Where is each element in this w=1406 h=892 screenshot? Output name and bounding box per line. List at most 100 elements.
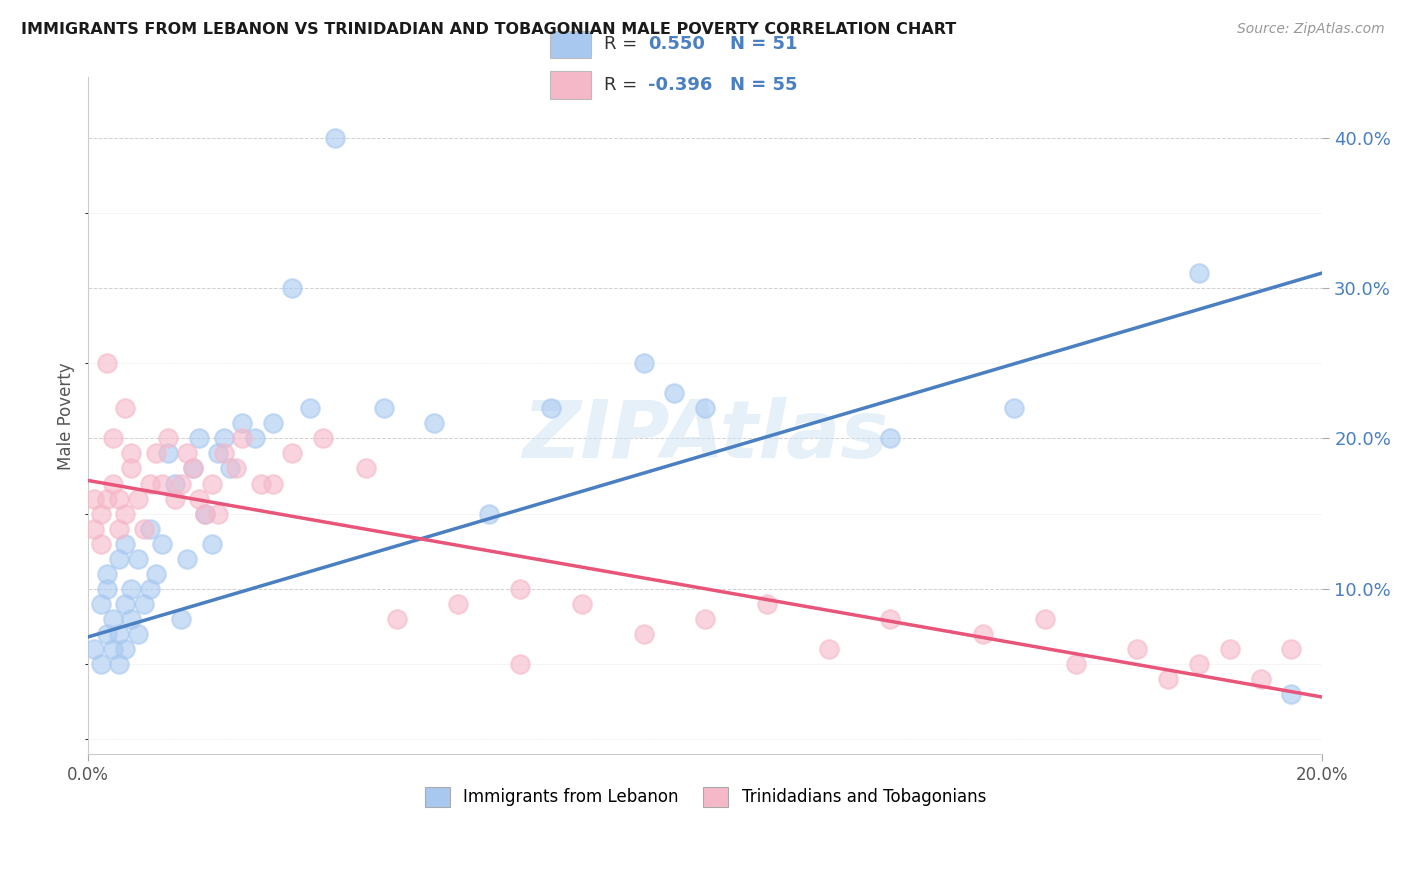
Point [188, 491, 211, 506]
Point [201, 476, 224, 491]
Point [132, 597, 155, 611]
Point [281, 281, 304, 295]
Point [540, 401, 562, 416]
FancyBboxPatch shape [550, 31, 591, 58]
Point [633, 356, 655, 370]
Point [145, 446, 167, 460]
Point [96, 356, 118, 370]
Point [157, 446, 180, 460]
Point [90, 597, 112, 611]
Point [127, 551, 149, 566]
Point [176, 446, 198, 460]
Point [373, 401, 395, 416]
Point [120, 461, 142, 475]
Point [127, 627, 149, 641]
Point [108, 657, 131, 671]
Point [96, 627, 118, 641]
Point [633, 627, 655, 641]
Point [139, 476, 162, 491]
Point [90, 507, 112, 521]
Point [1250, 672, 1272, 686]
Point [212, 446, 235, 460]
Point [114, 507, 136, 521]
Text: R =: R = [605, 36, 643, 54]
Point [181, 461, 204, 475]
Point [207, 507, 229, 521]
Point [225, 461, 247, 475]
Text: IMMIGRANTS FROM LEBANON VS TRINIDADIAN AND TOBAGONIAN MALE POVERTY CORRELATION C: IMMIGRANTS FROM LEBANON VS TRINIDADIAN A… [21, 22, 956, 37]
Point [90, 657, 112, 671]
Point [114, 642, 136, 657]
Point [139, 582, 162, 596]
Point [83, 642, 105, 657]
Point [145, 566, 167, 581]
Point [972, 627, 994, 641]
Point [150, 536, 173, 550]
Point [194, 507, 217, 521]
Point [262, 417, 284, 431]
Point [83, 491, 105, 506]
Point [312, 431, 335, 445]
Point [447, 597, 470, 611]
Point [114, 401, 136, 416]
Point [127, 491, 149, 506]
Point [108, 491, 131, 506]
Point [157, 431, 180, 445]
Point [120, 446, 142, 460]
Text: R =: R = [605, 76, 643, 94]
Point [478, 507, 501, 521]
Point [176, 551, 198, 566]
Point [231, 431, 253, 445]
Point [120, 582, 142, 596]
Point [101, 642, 124, 657]
Point [281, 446, 304, 460]
Text: -0.396: -0.396 [648, 76, 713, 94]
Text: N = 55: N = 55 [731, 76, 799, 94]
Point [188, 431, 211, 445]
Point [1002, 401, 1025, 416]
Point [509, 582, 531, 596]
Y-axis label: Male Poverty: Male Poverty [58, 362, 75, 469]
Point [108, 627, 131, 641]
FancyBboxPatch shape [550, 71, 591, 99]
Point [170, 612, 193, 626]
Point [120, 612, 142, 626]
Point [1188, 266, 1211, 280]
Point [509, 657, 531, 671]
Point [219, 461, 242, 475]
Point [231, 417, 253, 431]
Point [1126, 642, 1149, 657]
Point [150, 476, 173, 491]
Point [101, 431, 124, 445]
Point [262, 476, 284, 491]
Point [571, 597, 593, 611]
Point [879, 431, 901, 445]
Point [1188, 657, 1211, 671]
Text: N = 51: N = 51 [731, 36, 799, 54]
Point [96, 491, 118, 506]
Point [108, 551, 131, 566]
Point [108, 522, 131, 536]
Point [101, 476, 124, 491]
Point [90, 536, 112, 550]
Point [96, 566, 118, 581]
Point [817, 642, 839, 657]
Point [423, 417, 446, 431]
Point [385, 612, 408, 626]
Point [212, 431, 235, 445]
Point [250, 476, 273, 491]
Point [163, 476, 186, 491]
Point [181, 461, 204, 475]
Point [664, 386, 686, 401]
Point [1157, 672, 1180, 686]
Text: Source: ZipAtlas.com: Source: ZipAtlas.com [1237, 22, 1385, 37]
Point [1064, 657, 1087, 671]
Point [1219, 642, 1241, 657]
Point [207, 446, 229, 460]
Point [163, 491, 186, 506]
Point [323, 130, 346, 145]
Point [201, 536, 224, 550]
Point [170, 476, 193, 491]
Point [101, 612, 124, 626]
Point [194, 507, 217, 521]
